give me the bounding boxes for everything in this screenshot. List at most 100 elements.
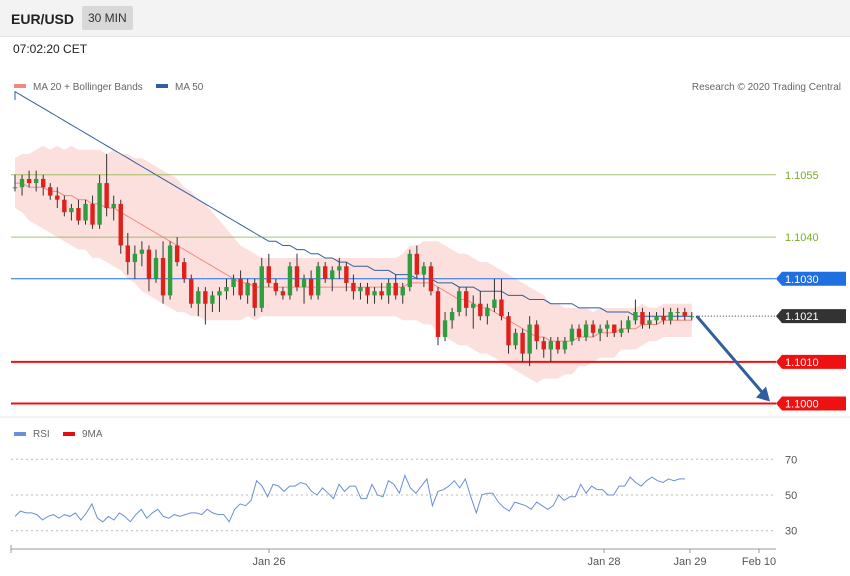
candle-body: [231, 278, 236, 288]
candle: [534, 320, 539, 350]
candle-body: [259, 266, 264, 308]
candle-body: [414, 253, 420, 275]
candle-body: [668, 312, 673, 321]
candle-body: [471, 303, 476, 308]
candle-body: [139, 249, 145, 254]
rsi-legend-label: RSI: [33, 429, 50, 440]
candle-body: [583, 324, 589, 337]
candle: [182, 257, 187, 283]
ma-legend-label: MA 20 + Bollinger Bands: [33, 82, 143, 93]
timeframe-badge[interactable]: 30 MIN: [82, 6, 133, 30]
candle: [485, 303, 490, 325]
candle-body: [97, 183, 102, 225]
candles: [12, 153, 694, 367]
candle-body: [548, 341, 553, 350]
candle: [280, 287, 286, 300]
candle-body: [597, 328, 603, 333]
candle: [90, 195, 95, 229]
candle: [12, 174, 18, 192]
candle: [308, 270, 314, 300]
candle-body: [689, 316, 694, 318]
candle-body: [118, 203, 123, 246]
level-1-1055-label: 1.1055: [785, 170, 819, 182]
candle-body: [273, 282, 279, 292]
candle: [555, 336, 561, 354]
level-1-1040-label: 1.1040: [785, 232, 819, 244]
candle: [287, 262, 293, 300]
candle: [527, 316, 532, 367]
candle-body: [153, 257, 159, 279]
candle-body: [33, 178, 39, 184]
candle: [605, 320, 610, 337]
candle: [337, 257, 342, 279]
level-1-1021-tag: [776, 309, 846, 324]
candle-body: [132, 253, 138, 263]
candle-body: [590, 324, 596, 333]
candle: [351, 274, 356, 300]
candle-body: [210, 295, 215, 304]
candle-body: [640, 312, 645, 325]
candle-body: [351, 282, 356, 292]
candle-body: [619, 328, 624, 333]
bollinger-band-fill: [15, 145, 692, 383]
candle-body: [69, 208, 74, 213]
candle-body: [492, 299, 497, 308]
candle-body: [569, 328, 575, 342]
credit-text: Research © 2020 Trading Central: [692, 82, 841, 93]
candle: [506, 312, 511, 354]
candle-body: [55, 195, 60, 200]
candle-body: [400, 287, 405, 296]
candle: [619, 320, 624, 337]
candle: [48, 183, 53, 200]
candle-body: [12, 187, 18, 189]
candle-body: [287, 266, 293, 296]
candle: [33, 170, 39, 192]
candle: [478, 291, 483, 321]
ma50-legend-label: MA 50: [175, 82, 204, 93]
candle-body: [48, 187, 53, 196]
candle-body: [647, 320, 652, 325]
candle: [160, 241, 166, 304]
candle: [358, 282, 363, 300]
candle: [83, 199, 88, 225]
candle-body: [449, 312, 455, 321]
candle: [125, 233, 130, 275]
candle-body: [456, 291, 462, 313]
candle-body: [358, 287, 363, 292]
candle-body: [196, 291, 201, 304]
candle: [499, 278, 504, 321]
candle-body: [365, 287, 370, 296]
candle-body: [280, 291, 286, 296]
rsi-pane: 30 50 70: [11, 454, 797, 538]
candle-body: [125, 245, 130, 263]
candle: [640, 307, 645, 329]
candle-body: [344, 266, 349, 283]
time-tick-label: Jan 26: [252, 556, 285, 568]
rsi-tick-label: 50: [785, 490, 797, 502]
candle-body: [626, 320, 631, 329]
candle-body: [41, 178, 46, 188]
candle-body: [379, 291, 384, 296]
candle: [569, 324, 575, 346]
candle-body: [189, 278, 194, 304]
candle-body: [527, 324, 532, 354]
level-1-1030-tag: [776, 271, 846, 286]
candle: [562, 336, 568, 354]
candle-body: [386, 282, 391, 296]
candle-body: [654, 316, 659, 321]
candle: [273, 278, 279, 296]
candle-body: [294, 266, 300, 288]
candle-body: [435, 291, 441, 337]
level-1-1010-tag: [776, 354, 846, 369]
candle-body: [323, 266, 328, 279]
candle: [41, 174, 46, 196]
candle-body: [428, 266, 434, 292]
candle: [189, 274, 194, 308]
candle: [245, 278, 250, 304]
candle: [146, 245, 152, 292]
candle-body: [19, 178, 25, 188]
candle-body: [513, 332, 518, 346]
candle: [196, 287, 201, 317]
candle-body: [442, 320, 448, 337]
candle-body: [421, 266, 427, 275]
